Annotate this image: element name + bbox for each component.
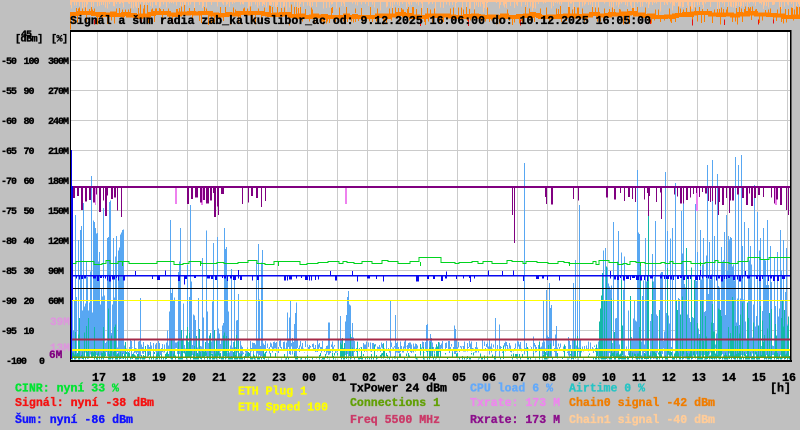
svg-text:-75: -75 — [1, 207, 17, 218]
svg-text:-90: -90 — [1, 297, 17, 308]
svg-text:ETH Speed 100: ETH Speed 100 — [238, 401, 328, 415]
svg-text:45: 45 — [21, 30, 32, 41]
svg-text:13M: 13M — [50, 343, 70, 355]
svg-text:10: 10 — [602, 371, 616, 385]
svg-text:90: 90 — [24, 87, 35, 98]
svg-text:270M: 270M — [48, 87, 69, 98]
svg-text:-55: -55 — [1, 87, 17, 98]
svg-text:Signál: nyní -38 dBm: Signál: nyní -38 dBm — [15, 396, 154, 410]
svg-text:13: 13 — [692, 371, 706, 385]
svg-text:01: 01 — [332, 371, 346, 385]
svg-text:TxPower 24 dBm: TxPower 24 dBm — [350, 382, 447, 396]
svg-text:39M: 39M — [50, 317, 70, 329]
svg-text:18: 18 — [122, 371, 136, 385]
svg-text:300M: 300M — [48, 57, 69, 68]
svg-text:-85: -85 — [1, 267, 17, 278]
svg-text:11: 11 — [632, 371, 646, 385]
svg-text:CINR: nyní 33 %: CINR: nyní 33 % — [15, 382, 120, 396]
svg-text:100: 100 — [24, 57, 40, 68]
svg-text:[h]: [h] — [770, 382, 791, 396]
svg-text:-80: -80 — [1, 237, 17, 248]
svg-text:Signál a šum radia zab_kalkusl: Signál a šum radia zab_kalkuslibor_ac od… — [70, 14, 651, 28]
svg-text:17: 17 — [92, 371, 106, 385]
svg-text:-95: -95 — [1, 327, 17, 338]
svg-text:CPU load 6 %: CPU load 6 % — [470, 382, 554, 396]
svg-text:08: 08 — [542, 371, 556, 385]
svg-text:40: 40 — [24, 237, 35, 248]
svg-text:20: 20 — [24, 297, 35, 308]
svg-text:12: 12 — [662, 371, 676, 385]
svg-text:Freq 5500 MHz: Freq 5500 MHz — [350, 413, 440, 427]
svg-text:06: 06 — [482, 371, 496, 385]
svg-text:240M: 240M — [48, 117, 69, 128]
svg-text:-100: -100 — [6, 357, 27, 368]
svg-text:-65: -65 — [1, 147, 17, 158]
svg-text:20: 20 — [182, 371, 196, 385]
svg-text:03: 03 — [392, 371, 406, 385]
svg-text:05: 05 — [452, 371, 466, 385]
svg-text:Connections 1: Connections 1 — [350, 396, 440, 410]
svg-text:80: 80 — [24, 117, 35, 128]
svg-text:90M: 90M — [48, 267, 64, 278]
svg-text:[%]: [%] — [51, 34, 68, 46]
svg-text:07: 07 — [512, 371, 526, 385]
svg-text:0: 0 — [39, 357, 45, 368]
svg-text:30: 30 — [24, 267, 35, 278]
svg-text:16: 16 — [782, 371, 796, 385]
svg-text:6M: 6M — [49, 350, 63, 362]
svg-text:14: 14 — [722, 371, 736, 385]
svg-text:ETH Plug 1: ETH Plug 1 — [238, 385, 307, 399]
svg-text:Chain1 signal -40 dBm: Chain1 signal -40 dBm — [569, 413, 715, 427]
svg-text:21: 21 — [212, 371, 226, 385]
svg-text:09: 09 — [572, 371, 586, 385]
svg-text:[dBm]: [dBm] — [15, 34, 43, 46]
svg-text:Txrate: 173 M: Txrate: 173 M — [470, 396, 560, 410]
svg-text:150M: 150M — [48, 207, 69, 218]
svg-text:22: 22 — [242, 371, 256, 385]
svg-text:Airtime 0 %: Airtime 0 % — [569, 382, 646, 396]
svg-text:10: 10 — [24, 327, 35, 338]
svg-text:23: 23 — [272, 371, 286, 385]
svg-text:120M: 120M — [48, 237, 69, 248]
svg-text:50: 50 — [24, 207, 35, 218]
svg-text:Šum: nyní -86 dBm: Šum: nyní -86 dBm — [15, 413, 133, 427]
svg-text:Rxrate: 173 M: Rxrate: 173 M — [470, 413, 560, 427]
svg-text:-50: -50 — [1, 57, 17, 68]
svg-text:60M: 60M — [48, 297, 64, 308]
svg-text:-70: -70 — [1, 177, 17, 188]
svg-text:00: 00 — [302, 371, 316, 385]
svg-text:180M: 180M — [48, 177, 69, 188]
svg-text:04: 04 — [422, 371, 436, 385]
svg-text:-60: -60 — [1, 117, 17, 128]
svg-text:210M: 210M — [48, 147, 69, 158]
svg-text:Chain0 signal -42 dBm: Chain0 signal -42 dBm — [569, 396, 715, 410]
svg-text:15: 15 — [752, 371, 766, 385]
svg-text:70: 70 — [24, 147, 35, 158]
svg-text:60: 60 — [24, 177, 35, 188]
svg-text:19: 19 — [152, 371, 166, 385]
svg-text:02: 02 — [362, 371, 376, 385]
